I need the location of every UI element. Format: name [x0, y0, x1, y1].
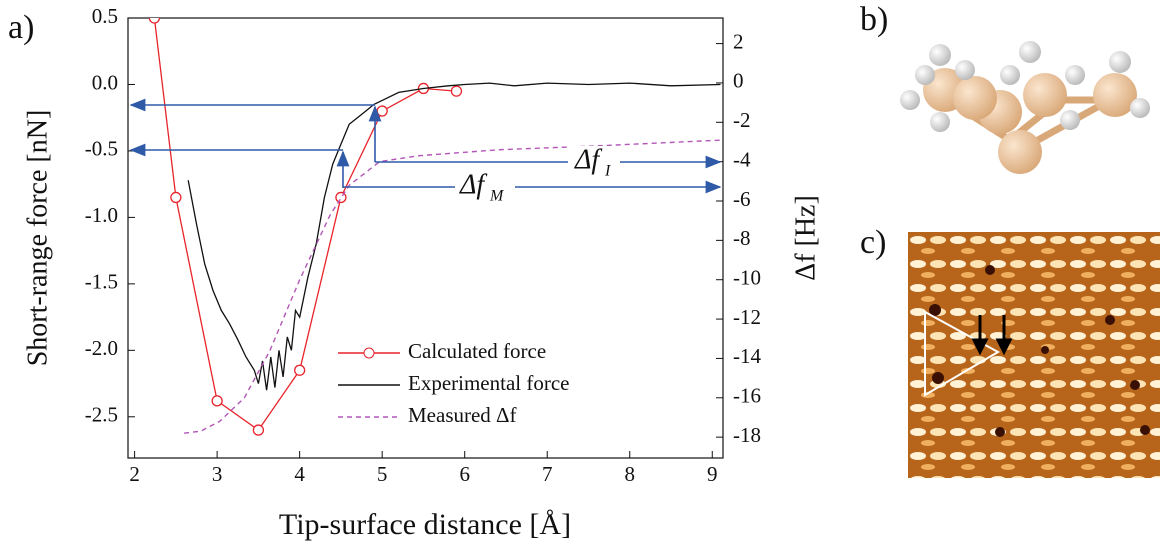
y2-tick-label: -18 [733, 423, 761, 447]
series-marker [148, 18, 161, 24]
y-tick-label: -1.0 [85, 203, 118, 227]
series-marker [252, 424, 265, 436]
x-tick-label: 2 [129, 462, 140, 486]
legend-label: Experimental force [408, 371, 570, 395]
x-tick-label: 5 [377, 462, 388, 486]
panel-label: b) [860, 1, 888, 38]
y2-tick-label: 0 [733, 69, 744, 93]
legend-label: Measured Δf [408, 403, 517, 427]
x-tick-label: 6 [459, 462, 470, 486]
legend-label: Calculated force [408, 339, 546, 363]
series-line [153, 18, 457, 432]
label-bg [568, 146, 620, 180]
x-tick-label: 7 [542, 462, 553, 486]
y2-tick-label: -10 [733, 266, 761, 290]
series-marker [450, 85, 463, 97]
x-tick-label: 8 [624, 462, 635, 486]
legend-marker [363, 347, 375, 359]
x-tick-label: 3 [212, 462, 223, 486]
arrows [129, 98, 722, 194]
y-tick-label: -0.5 [85, 137, 118, 161]
x-tick-label: 9 [707, 462, 718, 486]
y-tick-label: -1.5 [85, 270, 118, 294]
plot-frame [127, 17, 724, 459]
panel-label: a) [8, 9, 34, 46]
annotation: Δf [459, 169, 487, 200]
series-marker [170, 191, 182, 204]
molecule-image [900, 41, 1150, 174]
series-marker [211, 395, 223, 407]
annotation-sub: M [489, 188, 505, 205]
x-tick-label: 4 [294, 462, 305, 486]
annotation-sub: I [604, 163, 611, 180]
series-marker [294, 364, 306, 376]
y-tick-label: 0.5 [92, 4, 118, 28]
y-tick-label: -2.0 [85, 336, 118, 360]
stm-image [908, 232, 1160, 478]
x-axis-title: Tip-surface distance [Å] [279, 508, 571, 541]
y2-tick-label: -12 [733, 305, 761, 329]
y2-axis-title: Δf [Hz] [790, 195, 821, 281]
y2-tick-label: -2 [733, 108, 751, 132]
series-line [184, 139, 723, 434]
y2-tick-label: -8 [733, 226, 751, 250]
y-tick-label: -2.5 [85, 403, 118, 427]
annotation: Δf [574, 144, 602, 175]
y-axis-title: Short-range force [nN] [22, 110, 53, 367]
y2-tick-label: 2 [733, 29, 744, 53]
y2-tick-label: -4 [733, 147, 751, 171]
panel-label: c) [860, 224, 886, 261]
series-line [187, 82, 721, 391]
y2-tick-label: -16 [733, 384, 761, 408]
label-bg [455, 171, 515, 205]
series-marker [376, 105, 388, 117]
y2-tick-label: -14 [733, 344, 761, 368]
y-tick-label: 0.0 [92, 70, 118, 94]
y2-tick-label: -6 [733, 187, 751, 211]
